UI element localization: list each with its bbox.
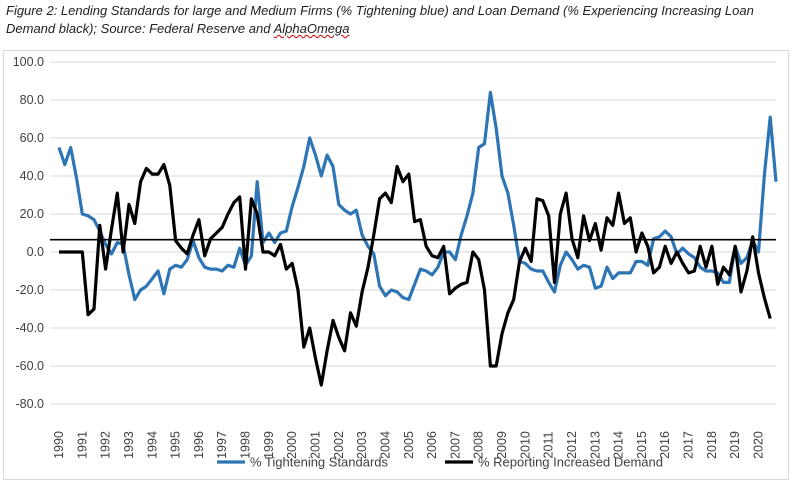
y-tick-label: 60.0 bbox=[20, 131, 44, 145]
figure-caption: Figure 2: Lending Standards for large an… bbox=[6, 2, 788, 38]
legend: % Tightening Standards % Reporting Increa… bbox=[217, 455, 663, 470]
x-tick-label: 1999 bbox=[262, 431, 276, 459]
x-tick-label: 2009 bbox=[495, 431, 509, 459]
x-tick-label: 2011 bbox=[542, 432, 556, 459]
x-tick-label: 2014 bbox=[612, 431, 626, 459]
x-tick-label: 2017 bbox=[682, 431, 696, 459]
y-tick-label: -40.0 bbox=[16, 321, 45, 335]
x-tick-label: 2015 bbox=[635, 431, 649, 459]
x-tick-label: 1991 bbox=[75, 431, 89, 459]
x-tick-label: 1997 bbox=[215, 431, 229, 459]
x-tick-label: 2016 bbox=[658, 431, 672, 459]
chart-frame bbox=[3, 50, 789, 480]
x-tick-label: 2003 bbox=[355, 431, 369, 459]
series-line-tightening bbox=[57, 90, 778, 302]
y-tick-label: -80.0 bbox=[16, 397, 45, 411]
y-tick-label: 100.0 bbox=[13, 55, 44, 69]
y-tick-label: 20.0 bbox=[20, 207, 44, 221]
y-tick-label: -20.0 bbox=[16, 283, 45, 297]
series-lines bbox=[50, 90, 778, 387]
caption-source-name: AlphaOmega bbox=[273, 21, 350, 36]
y-tick-label: 80.0 bbox=[20, 93, 44, 107]
y-tick-label: -60.0 bbox=[16, 359, 45, 373]
x-tick-label: 2001 bbox=[308, 431, 322, 459]
x-axis-ticks: 1990 1991 1992 1993 1994 1995 1996 1997 1998 1999… bbox=[52, 431, 766, 459]
x-tick-label: 2008 bbox=[472, 431, 486, 459]
x-tick-label: 2010 bbox=[518, 431, 532, 459]
x-tick-label: 2000 bbox=[285, 431, 299, 459]
x-tick-label: 1992 bbox=[99, 431, 113, 459]
x-tick-label: 2019 bbox=[728, 431, 742, 459]
x-tick-label: 2012 bbox=[565, 431, 579, 459]
x-tick-label: 2013 bbox=[588, 431, 602, 459]
x-tick-label: 1993 bbox=[122, 431, 136, 459]
x-tick-label: 2004 bbox=[378, 431, 392, 459]
x-tick-label: 2007 bbox=[448, 431, 462, 459]
x-tick-label: 1998 bbox=[239, 431, 253, 459]
x-tick-label: 2006 bbox=[425, 431, 439, 459]
x-tick-label: 2020 bbox=[752, 431, 766, 459]
x-tick-label: 2018 bbox=[705, 431, 719, 459]
x-tick-label: 1996 bbox=[192, 431, 206, 459]
y-tick-label: 40.0 bbox=[20, 169, 44, 183]
y-tick-label: 0.0 bbox=[27, 245, 44, 259]
x-tick-label: 1995 bbox=[169, 431, 183, 459]
series-line-demand bbox=[59, 163, 772, 387]
y-axis-ticks: 100.0 80.0 60.0 40.0 20.0 0.0 -20.0 -40.0 -60.0 -… bbox=[13, 55, 44, 411]
legend-label-demand: % Reporting Increased Demand bbox=[478, 455, 663, 470]
caption-text: Figure 2: Lending Standards for large an… bbox=[6, 3, 754, 36]
legend-label-tightening: % Tightening Standards bbox=[250, 455, 389, 470]
x-tick-label: 2002 bbox=[332, 431, 346, 459]
x-tick-label: 1994 bbox=[145, 431, 159, 459]
x-tick-label: 1990 bbox=[52, 431, 66, 459]
x-tick-label: 2005 bbox=[402, 431, 416, 459]
